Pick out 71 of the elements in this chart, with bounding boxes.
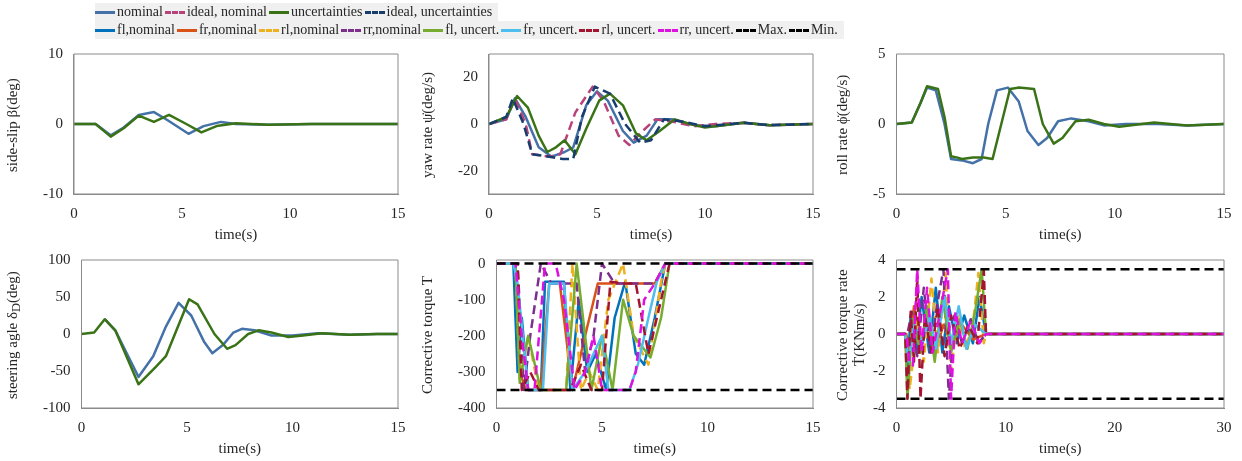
legend-label: rl,nominal [281,22,340,38]
y-axis-title: yaw rate ψ̇(deg/s) [419,71,436,180]
x-tick-label: 10 [285,418,300,435]
x-axis-title: time(s) [214,225,258,243]
legend-label: Max. [757,22,787,38]
y-tick-label: 0 [55,114,63,131]
x-tick-label: 15 [1216,204,1232,221]
y-tick-label: -5 [873,184,886,201]
legend-label: Min. [810,22,838,38]
x-tick-label: 10 [697,204,713,221]
x-tick-label: 0 [892,204,901,221]
y-tick-label: 0 [63,324,71,341]
x-axis-title: time(s) [218,439,261,457]
legend-label: nominal [117,4,163,20]
x-tick-label: 10 [998,418,1014,435]
legend-label: uncertainties [290,4,363,20]
legend-label: rr,nominal [363,22,422,38]
legend-label: fr,nominal [198,22,258,38]
legend-label: fl,nominal [117,22,175,38]
y-tick-label: -10 [43,184,63,201]
x-tick-label: 15 [805,204,821,221]
x-axis-title: time(s) [633,439,676,457]
y-tick-label: -100 [458,290,486,307]
x-tick-label: 10 [700,418,715,435]
x-tick-label: 0 [77,418,86,435]
legend-label: fr, uncert. [523,22,578,38]
legend-label: ideal, nominal [186,4,267,20]
x-tick-label: 5 [593,204,601,221]
y-tick-label: 50 [55,287,71,304]
y-tick-label: 5 [878,44,886,61]
y-tick-label: -200 [458,326,486,343]
x-tick-label: 0 [892,418,901,435]
y-tick-label: -4 [873,398,886,415]
x-axis-title: time(s) [1039,225,1082,243]
x-tick-label: 20 [1107,418,1123,435]
legend-label: ideal, uncertainties [386,4,493,20]
y-axis-title: roll rate ϕ̇(deg/s) [834,73,851,178]
x-tick-label: 10 [282,204,298,221]
x-tick-label: 5 [598,418,606,435]
y-tick-label: 0 [478,254,486,271]
y-tick-label: -20 [458,161,478,178]
x-tick-label: 5 [183,418,191,435]
x-axis-title: time(s) [629,225,673,243]
legend-label: rr, uncert. [679,22,734,38]
y-axis-title: Corrective torque rate Ṫ(KNm/s) [834,268,868,403]
y-tick-label: 4 [878,250,886,267]
y-tick-label: -2 [873,361,886,378]
legend-label: rl, uncert. [601,22,656,38]
y-tick-label: -50 [50,361,71,378]
y-tick-label: 20 [463,68,478,85]
y-tick-label: 0 [878,324,886,341]
y-tick-label: 100 [48,250,71,267]
y-tick-label: 0 [470,114,478,131]
x-tick-label: 5 [178,204,186,221]
y-tick-label: -100 [43,398,71,415]
y-axis-title: Corrective torque T [419,275,436,396]
x-tick-label: 5 [1001,204,1010,221]
x-tick-label: 15 [390,204,406,221]
y-axis-title: side-slip β(deg) [4,77,21,174]
y-tick-label: 2 [878,287,886,304]
y-tick-label: 0 [878,114,886,131]
x-tick-label: 0 [492,418,501,435]
x-tick-label: 30 [1216,418,1232,435]
x-tick-label: 10 [1107,204,1123,221]
x-axis-title: time(s) [1039,439,1082,457]
y-tick-label: -300 [458,362,486,379]
x-tick-label: 15 [805,418,821,435]
y-tick-label: 10 [48,44,63,61]
legend-label: fl, uncert. [445,22,500,38]
y-tick-label: -400 [458,398,486,415]
x-tick-label: 15 [390,418,406,435]
